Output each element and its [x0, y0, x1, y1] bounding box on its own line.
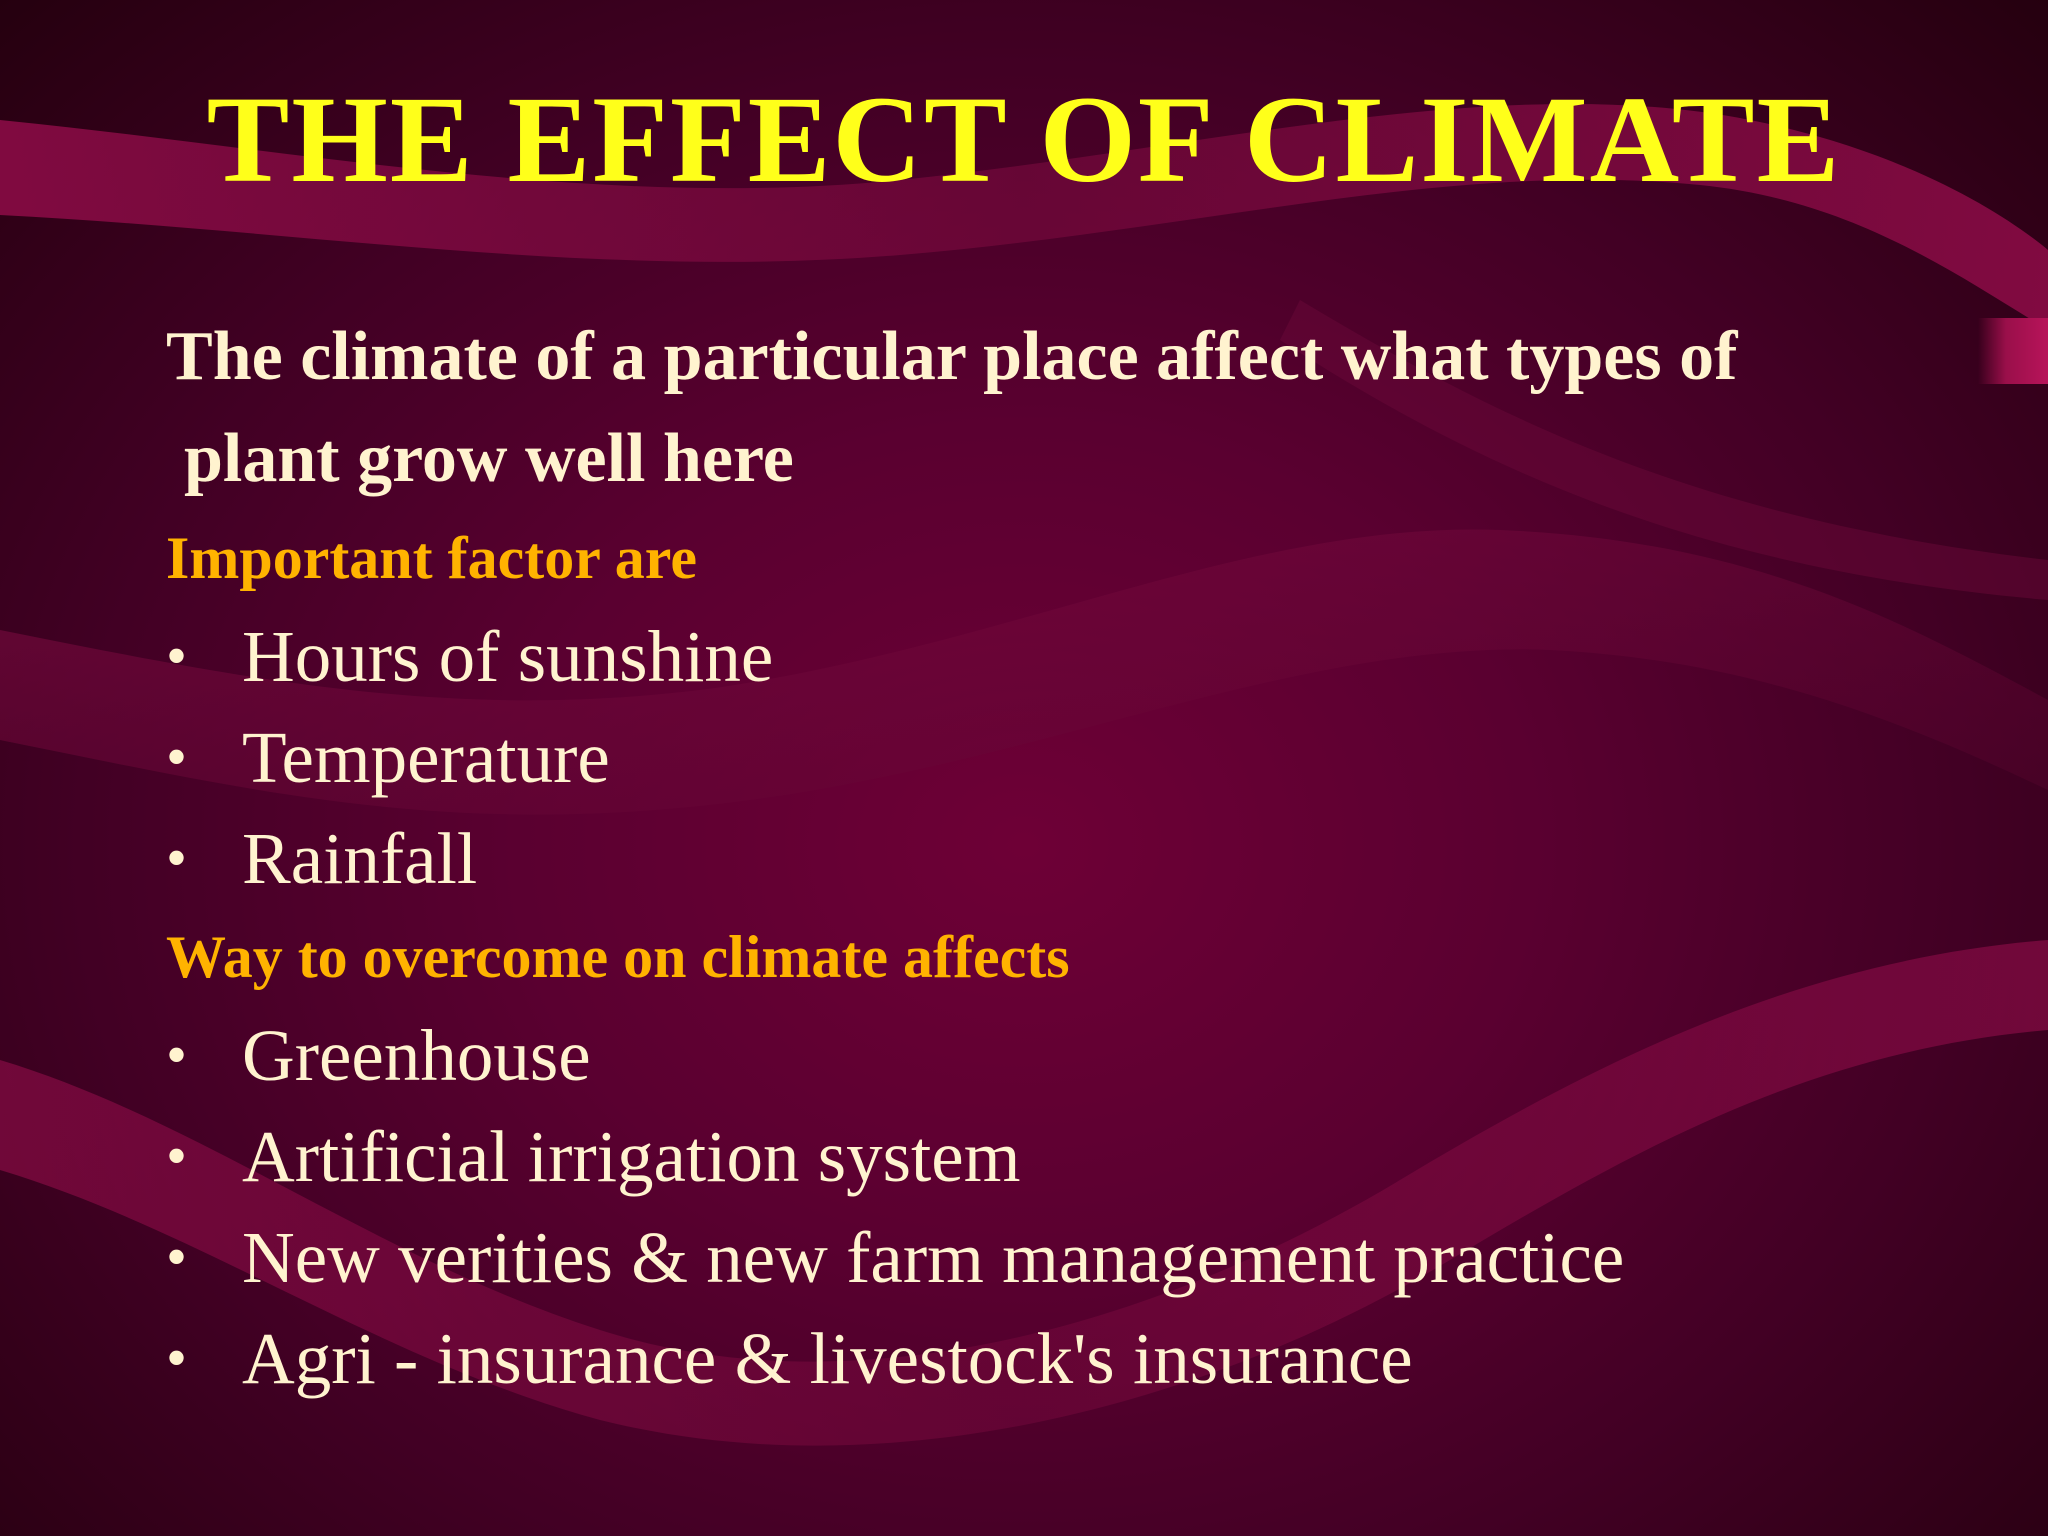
slide-content: The climate of a particular place affect…: [166, 306, 1926, 1409]
slide-title: THE EFFECT OF CLIMATE: [206, 71, 1842, 208]
bullet-icon: •: [166, 1325, 188, 1391]
list-item-text: Rainfall: [242, 818, 478, 899]
list-item-text: Hours of sunshine: [242, 616, 774, 697]
list-item-text: Artificial irrigation system: [242, 1116, 1021, 1197]
edge-accent-tab: [1978, 318, 2048, 384]
list-item-text: Temperature: [242, 717, 610, 798]
list-item-text: Agri - insurance & livestock's insurance: [242, 1318, 1413, 1399]
intro-line-1: The climate of a particular place affect…: [166, 318, 1738, 395]
overcome-list: • Greenhouse • Artificial irrigation sys…: [166, 1005, 1926, 1409]
list-item-text: New verities & new farm management pract…: [242, 1217, 1625, 1298]
bullet-icon: •: [166, 1022, 188, 1088]
section-heading-factors: Important factor are: [166, 525, 697, 591]
list-item: • Artificial irrigation system: [166, 1106, 1926, 1207]
bullet-icon: •: [166, 825, 188, 891]
list-item: • Agri - insurance & livestock's insuran…: [166, 1308, 1926, 1409]
factors-list: • Hours of sunshine • Temperature • Rain…: [166, 606, 1926, 909]
list-item: • Temperature: [166, 707, 1926, 808]
list-item: • New verities & new farm management pra…: [166, 1207, 1926, 1308]
intro-line-2: plant grow well here: [184, 420, 794, 497]
bullet-icon: •: [166, 623, 188, 689]
list-item-text: Greenhouse: [242, 1015, 591, 1096]
section-heading-overcome: Way to overcome on climate affects: [166, 924, 1070, 990]
bullet-icon: •: [166, 1224, 188, 1290]
list-item: • Rainfall: [166, 808, 1926, 909]
list-item: • Hours of sunshine: [166, 606, 1926, 707]
intro-paragraph: The climate of a particular place affect…: [166, 306, 1926, 510]
list-item: • Greenhouse: [166, 1005, 1926, 1106]
bullet-icon: •: [166, 724, 188, 790]
bullet-icon: •: [166, 1123, 188, 1189]
